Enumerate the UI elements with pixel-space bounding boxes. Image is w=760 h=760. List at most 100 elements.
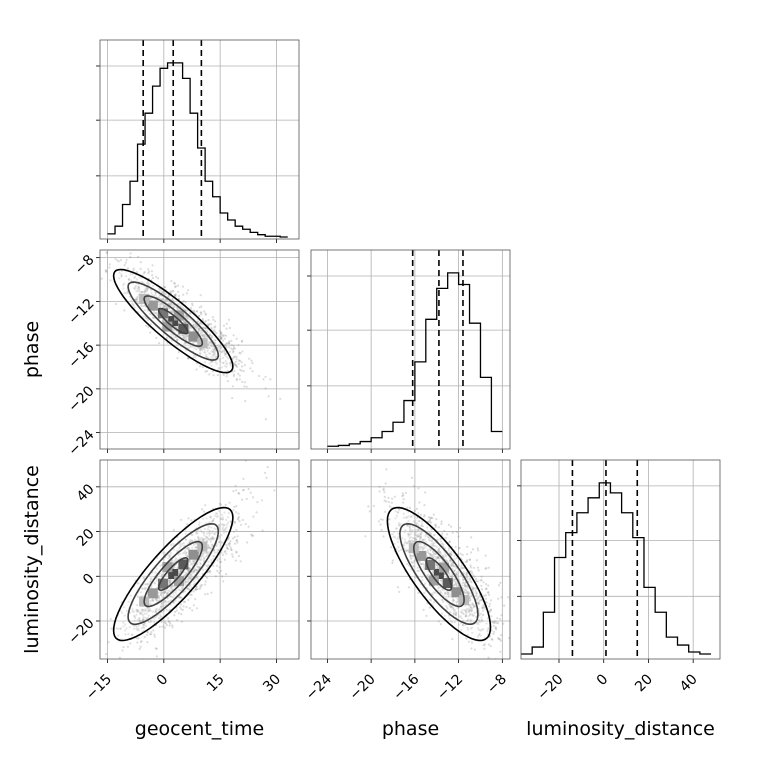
scatter-point bbox=[120, 273, 123, 276]
scatter-point bbox=[194, 588, 197, 591]
scatter-point bbox=[186, 335, 189, 338]
scatter-point bbox=[123, 606, 126, 609]
scatter-point bbox=[231, 397, 234, 400]
scatter-point bbox=[480, 579, 483, 582]
x-tick-label-phase: −16 bbox=[390, 671, 422, 703]
scatter-point bbox=[162, 306, 165, 309]
scatter-point bbox=[122, 646, 125, 649]
scatter-point bbox=[190, 562, 193, 565]
scatter-point bbox=[387, 500, 390, 504]
scatter-point bbox=[212, 318, 215, 321]
scatter-point bbox=[198, 327, 201, 330]
scatter-point bbox=[194, 356, 197, 359]
x-tick-label-luminosity_distance: 0 bbox=[594, 671, 612, 689]
scatter-point bbox=[172, 334, 175, 337]
scatter-point bbox=[136, 287, 139, 290]
scatter-point bbox=[240, 498, 244, 501]
scatter-point bbox=[200, 333, 203, 336]
scatter-point bbox=[109, 617, 112, 621]
scatter-point bbox=[269, 378, 272, 381]
scatter-point bbox=[186, 547, 189, 550]
scatter-point bbox=[212, 350, 216, 353]
scatter-point bbox=[225, 346, 228, 349]
scatter-point bbox=[206, 331, 209, 334]
scatter-point bbox=[197, 314, 200, 317]
scatter-point bbox=[470, 551, 473, 554]
scatter-point bbox=[172, 560, 175, 563]
scatter-point bbox=[176, 307, 179, 310]
scatter-point bbox=[116, 259, 119, 262]
scatter-point bbox=[203, 320, 206, 324]
scatter-point bbox=[162, 291, 165, 294]
scatter-point bbox=[184, 309, 187, 312]
scatter-point bbox=[172, 542, 175, 545]
scatter-point bbox=[199, 311, 202, 314]
scatter-point bbox=[218, 510, 221, 513]
scatter-point bbox=[135, 296, 138, 299]
scatter-point bbox=[187, 317, 190, 321]
scatter-point bbox=[180, 613, 183, 616]
scatter-point bbox=[200, 313, 203, 316]
scatter-point bbox=[225, 362, 228, 365]
scatter-point bbox=[169, 554, 172, 557]
scatter-point bbox=[215, 355, 218, 358]
scatter-point bbox=[181, 333, 185, 336]
scatter-point bbox=[131, 608, 134, 611]
scatter-point bbox=[133, 287, 136, 291]
scatter-point bbox=[238, 374, 241, 377]
scatter-point bbox=[256, 501, 259, 504]
scatter-point bbox=[208, 532, 212, 535]
density-cell-phase-vs-geocent_time-3 bbox=[188, 331, 199, 342]
scatter-point bbox=[402, 501, 405, 504]
scatter-point bbox=[220, 337, 223, 340]
scatter-point bbox=[104, 269, 107, 272]
scatter-point bbox=[492, 632, 495, 636]
scatter-point bbox=[160, 290, 164, 294]
scatter-point bbox=[235, 551, 238, 554]
y-tick-label-phase: −20 bbox=[65, 383, 97, 415]
scatter-point bbox=[489, 645, 492, 648]
scatter-point bbox=[231, 348, 234, 351]
scatter-point bbox=[417, 487, 420, 490]
scatter-point bbox=[174, 295, 177, 298]
scatter-point bbox=[175, 336, 178, 339]
scatter-point bbox=[164, 306, 167, 309]
scatter-point bbox=[178, 302, 181, 305]
scatter-point bbox=[162, 291, 165, 294]
scatter-point bbox=[225, 573, 228, 576]
scatter-point bbox=[417, 591, 420, 595]
scatter-point bbox=[197, 328, 200, 331]
scatter-point bbox=[206, 349, 209, 352]
scatter-point bbox=[185, 317, 188, 320]
scatter-point bbox=[228, 542, 231, 545]
scatter-point bbox=[155, 275, 158, 278]
scatter-point bbox=[228, 345, 231, 349]
scatter-point bbox=[182, 334, 185, 337]
scatter-point bbox=[186, 315, 189, 318]
scatter-point bbox=[215, 515, 218, 518]
scatter-point bbox=[195, 310, 198, 313]
scatter-point bbox=[225, 343, 228, 346]
scatter-point bbox=[229, 546, 232, 549]
scatter-point bbox=[198, 329, 201, 333]
scatter-point bbox=[177, 290, 180, 293]
scatter-point bbox=[485, 567, 488, 570]
scatter-point bbox=[225, 363, 229, 366]
scatter-point bbox=[160, 602, 163, 605]
scatter-point bbox=[173, 282, 176, 285]
scatter-point bbox=[197, 538, 200, 541]
scatter-point bbox=[188, 327, 191, 330]
scatter-point bbox=[181, 586, 184, 590]
scatter-point bbox=[181, 552, 184, 555]
scatter-point bbox=[498, 638, 502, 641]
scatter-point bbox=[228, 542, 231, 545]
scatter-point bbox=[185, 349, 188, 352]
scatter-point bbox=[170, 310, 173, 313]
scatter-point bbox=[188, 560, 192, 564]
scatter-point bbox=[264, 471, 267, 474]
scatter-point bbox=[217, 366, 220, 370]
scatter-point bbox=[197, 566, 201, 570]
scatter-point bbox=[172, 310, 175, 313]
scatter-point bbox=[222, 580, 225, 583]
